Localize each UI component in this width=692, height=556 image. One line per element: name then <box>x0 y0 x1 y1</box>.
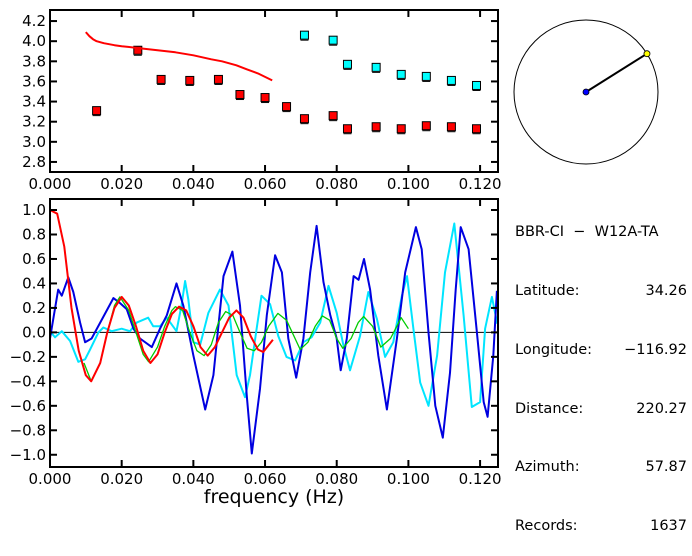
red-points-marker <box>371 122 381 132</box>
red-points-marker <box>185 75 195 85</box>
x-tick-label: 0.100 <box>387 470 430 488</box>
x-tick-label: 0.060 <box>244 470 287 488</box>
y-tick-label: −0.6 <box>10 397 46 415</box>
red-points-marker <box>213 74 223 84</box>
info-value: 220.27 <box>636 400 687 417</box>
red-points-marker <box>342 124 352 134</box>
x-tick-label: 0.000 <box>29 175 72 193</box>
x-tick-label: 0.080 <box>315 470 358 488</box>
cyan-points-marker <box>371 62 381 72</box>
x-tick-label: 0.020 <box>100 175 143 193</box>
red-points-marker <box>133 45 143 55</box>
red-points-marker <box>421 121 431 131</box>
y-tick-label: 0.6 <box>22 250 46 268</box>
red-points-marker <box>446 122 456 132</box>
cyan-points-marker <box>342 59 352 69</box>
y-tick-label: 3.4 <box>22 93 46 111</box>
y-tick-label: −0.2 <box>10 348 46 366</box>
x-tick-label: 0.040 <box>172 470 215 488</box>
cyan-points-marker <box>471 80 481 90</box>
cyan-points-marker <box>396 69 406 79</box>
cyan-series-line <box>49 222 499 408</box>
y-tick-label: 0.8 <box>22 225 46 243</box>
info-label: Latitude: <box>515 282 580 299</box>
y-tick-label: −0.4 <box>10 372 46 390</box>
info-label: Records: <box>515 518 578 535</box>
y-tick-label: 2.8 <box>22 153 46 171</box>
y-tick-label: 3.0 <box>22 133 46 151</box>
info-value: 34.26 <box>645 282 687 299</box>
y-tick-label: 0.0 <box>22 323 46 341</box>
x-axis-label: frequency (Hz) <box>204 486 344 508</box>
red-points-marker <box>92 106 102 116</box>
x-tick-label: 0.120 <box>459 470 502 488</box>
info-value: 1637 <box>650 518 687 535</box>
cyan-points-marker <box>446 75 456 85</box>
station-pair-title: BBR-CI − W12A-TA <box>515 224 659 241</box>
x-tick-label: 0.000 <box>29 470 72 488</box>
plot-frame <box>49 198 499 468</box>
y-tick-label: 4.0 <box>22 32 46 50</box>
info-row-latitude: Latitude: 34.26 <box>515 282 687 302</box>
azimuth-line <box>585 52 648 93</box>
velocity-plot: 0.000 0.020 0.040 0.060 0.080 0.100 0.120 2.8 3.… <box>22 9 502 193</box>
info-label: Distance: <box>515 400 584 417</box>
info-label: Longitude: <box>515 341 593 358</box>
red-points-marker <box>328 111 338 121</box>
y-tick-label: 4.2 <box>22 12 46 30</box>
y-tick-label: −0.8 <box>10 421 46 439</box>
receiver-station-dot <box>643 50 651 58</box>
source-station-dot <box>582 88 590 96</box>
x-tick-label: 0.040 <box>172 175 215 193</box>
map-circle <box>513 19 659 165</box>
red-curve-series-line <box>85 31 273 82</box>
plot-frame <box>49 9 499 173</box>
red-points-marker <box>396 124 406 134</box>
red-points-marker <box>156 74 166 84</box>
info-label: Azimuth: <box>515 459 580 476</box>
station-info-panel: BBR-CI − W12A-TA Latitude: 34.26 Longitud… <box>515 184 687 556</box>
y-tick-label: 1.0 <box>22 201 46 219</box>
azimuth-map <box>513 19 659 165</box>
info-value: −116.92 <box>624 341 687 358</box>
correlation-plot: 0.000 0.020 0.040 0.060 0.080 0.100 0.120 1.0 0.… <box>10 198 502 488</box>
info-row-azimuth: Azimuth: 57.87 <box>515 458 687 478</box>
red-points-marker <box>260 93 270 103</box>
dispersion-figure: 0.000 0.020 0.040 0.060 0.080 0.100 0.120 2.8 3.… <box>10 9 659 508</box>
cyan-points-marker <box>421 71 431 81</box>
y-tick-label: 3.2 <box>22 113 46 131</box>
info-row-distance: Distance: 220.27 <box>515 400 687 420</box>
info-value: 57.87 <box>645 459 687 476</box>
info-row-records: Records: 1637 <box>515 517 687 537</box>
x-tick-label: 0.020 <box>100 470 143 488</box>
x-tick-label: 0.080 <box>315 175 358 193</box>
x-tick-label: 0.100 <box>387 175 430 193</box>
x-tick-label: 0.120 <box>459 175 502 193</box>
green-series-line <box>83 296 409 382</box>
y-tick-label: −1.0 <box>10 446 46 464</box>
y-tick-label: 3.8 <box>22 52 46 70</box>
cyan-points-marker <box>299 30 309 40</box>
info-row-longitude: Longitude: −116.92 <box>515 341 687 361</box>
x-tick-label: 0.060 <box>244 175 287 193</box>
red-points-marker <box>299 114 309 124</box>
red-points-marker <box>235 90 245 100</box>
red-points-marker <box>282 102 292 112</box>
y-tick-label: 0.4 <box>22 274 46 292</box>
y-tick-label: 3.6 <box>22 72 46 90</box>
y-tick-label: 0.2 <box>22 299 46 317</box>
red-points-marker <box>471 124 481 134</box>
blue-series-line <box>49 224 498 455</box>
cyan-points-marker <box>328 35 338 45</box>
red-series-line <box>49 209 274 383</box>
